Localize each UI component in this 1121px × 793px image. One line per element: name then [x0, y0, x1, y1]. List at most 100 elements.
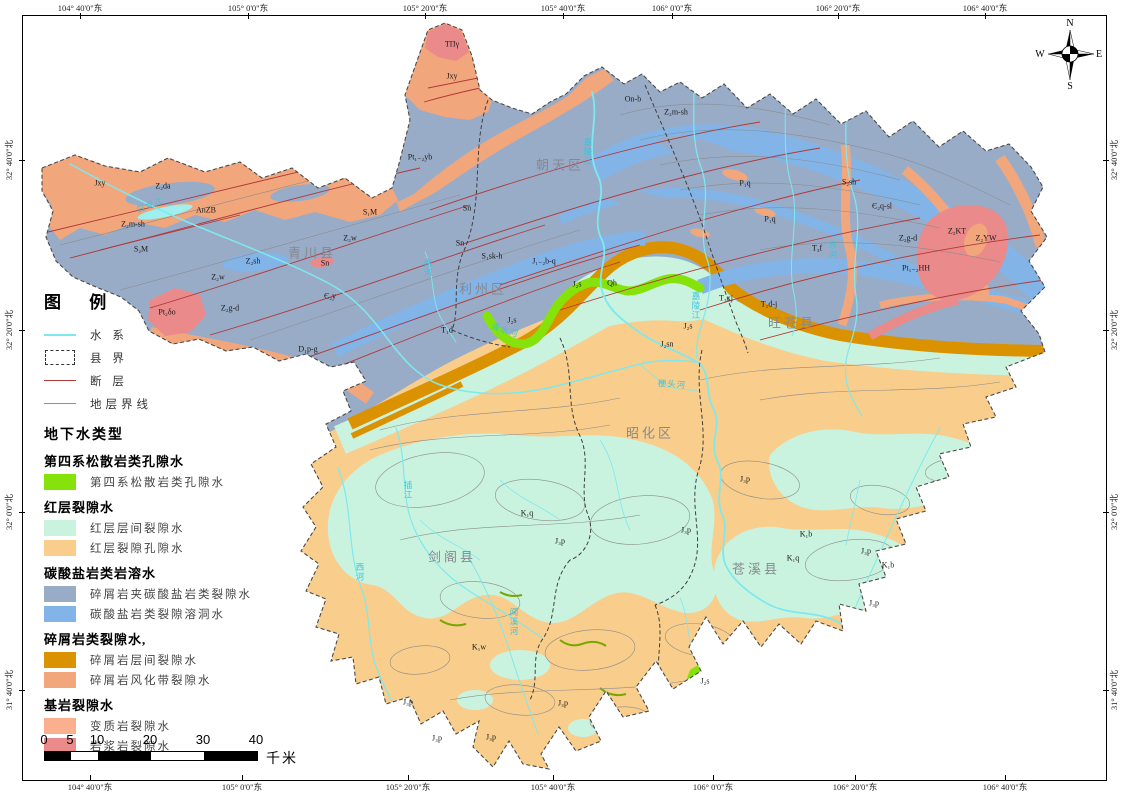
groundwater-group-heading: 基岩裂隙水 — [44, 698, 115, 713]
groundwater-item-label: 碳酸盐岩类裂隙溶洞水 — [90, 609, 225, 621]
legend-item-boundary: 县 界 — [44, 346, 324, 369]
scale-number: 30 — [195, 732, 211, 747]
map-frame — [22, 15, 1107, 781]
tick-right — [1103, 690, 1109, 691]
coord-top: 106° 0'0"东 — [651, 3, 693, 13]
color-swatch — [44, 652, 76, 668]
scale-bar-unit: 千米 — [266, 752, 298, 767]
coord-top: 105° 40'0"东 — [540, 3, 586, 13]
tick-left — [19, 160, 25, 161]
coord-bottom: 105° 0'0"东 — [221, 782, 263, 792]
groundwater-item: 碎屑岩风化带裂隙水 — [44, 672, 324, 688]
tick-bottom — [553, 775, 554, 781]
legend-panel: 图 例 水 系县 界断 层地层界线 地下水类型 第四系松散岩类孔隙水 第四系松散岩… — [44, 288, 324, 758]
tick-left — [19, 690, 25, 691]
scale-number: 40 — [248, 732, 264, 747]
legend-item-river: 水 系 — [44, 323, 324, 346]
coord-top: 106° 20'0"东 — [815, 3, 861, 13]
legend-item-label: 水 系 — [90, 329, 128, 342]
legend-item-label: 县 界 — [90, 352, 128, 365]
tick-right — [1103, 512, 1109, 513]
scale-segment — [204, 752, 257, 760]
coord-right: 32° 40'0"北 — [1109, 139, 1119, 181]
groundwater-item: 碎屑岩层间裂隙水 — [44, 652, 324, 668]
tick-bottom — [242, 775, 243, 781]
tick-top — [985, 13, 986, 19]
line-swatch — [44, 333, 76, 336]
groundwater-item: 红层裂隙孔隙水 — [44, 540, 324, 556]
coord-bottom: 106° 20'0"东 — [832, 782, 878, 792]
tick-bottom — [713, 775, 714, 781]
color-swatch — [44, 672, 76, 688]
coord-right: 31° 40'0"北 — [1109, 669, 1119, 711]
scale-bar-segments — [44, 751, 258, 761]
scale-number: 10 — [89, 732, 105, 747]
line-swatch — [44, 402, 76, 405]
color-swatch — [44, 540, 76, 556]
color-swatch — [44, 586, 76, 602]
tick-top — [425, 13, 426, 19]
groundwater-item-label: 碎屑岩风化带裂隙水 — [90, 675, 212, 687]
fault-symbol — [44, 379, 76, 382]
tick-right — [1103, 160, 1109, 161]
groundwater-group-heading: 红层裂隙水 — [44, 500, 115, 515]
coord-left: 32° 20'0"北 — [4, 309, 14, 351]
groundwater-type-title: 地下水类型 — [44, 428, 124, 443]
line-swatch — [44, 379, 76, 382]
coord-bottom: 104° 40'0"东 — [67, 782, 113, 792]
tick-top — [838, 13, 839, 19]
groundwater-item-label: 碎屑岩层间裂隙水 — [90, 655, 198, 667]
color-swatch — [44, 718, 76, 734]
legend-title: 图 例 — [44, 293, 119, 312]
coord-bottom: 105° 40'0"东 — [530, 782, 576, 792]
groundwater-item-label: 岩浆岩裂隙水 — [90, 741, 171, 753]
groundwater-item-label: 红层层间裂隙水 — [90, 523, 185, 535]
groundwater-item-label: 碎屑岩夹碳酸盐岩类裂隙水 — [90, 589, 252, 601]
groundwater-item: 变质岩裂隙水 — [44, 718, 324, 734]
groundwater-item-label: 第四系松散岩类孔隙水 — [90, 477, 225, 489]
groundwater-group-heading: 碳酸盐岩类岩溶水 — [44, 566, 157, 581]
scale-segment — [45, 752, 71, 760]
groundwater-groups: 第四系松散岩类孔隙水 第四系松散岩类孔隙水 红层裂隙水 红层层间裂隙水 红层裂隙孔隙水碳… — [44, 451, 324, 754]
tick-top — [672, 13, 673, 19]
legend-item-label: 地层界线 — [90, 398, 152, 411]
coord-bottom: 105° 20'0"东 — [385, 782, 431, 792]
river-symbol — [44, 333, 76, 336]
legend-item-fault: 断 层 — [44, 369, 324, 392]
scale-number: 5 — [66, 732, 74, 747]
coord-left: 32° 0'0"北 — [4, 493, 14, 531]
groundwater-item: 红层层间裂隙水 — [44, 520, 324, 536]
tick-bottom — [408, 775, 409, 781]
legend-item-label: 断 层 — [90, 375, 128, 388]
legend-line-items: 水 系县 界断 层地层界线 — [44, 323, 324, 415]
scale-number: 20 — [142, 732, 158, 747]
groundwater-group-heading: 碎屑岩类裂隙水, — [44, 632, 147, 647]
tick-left — [19, 330, 25, 331]
groundwater-item: 碎屑岩夹碳酸盐岩类裂隙水 — [44, 586, 324, 602]
color-swatch — [44, 474, 76, 490]
scale-number: 0 — [40, 732, 48, 747]
tick-bottom — [855, 775, 856, 781]
coord-top: 106° 40'0"东 — [962, 3, 1008, 13]
coord-right: 32° 20'0"北 — [1109, 309, 1119, 351]
groundwater-group-heading: 第四系松散岩类孔隙水 — [44, 454, 185, 469]
coord-right: 32° 0'0"北 — [1109, 493, 1119, 531]
groundwater-item: 第四系松散岩类孔隙水 — [44, 474, 324, 490]
groundwater-item-label: 红层裂隙孔隙水 — [90, 543, 185, 555]
groundwater-item: 碳酸盐岩类裂隙溶洞水 — [44, 606, 324, 622]
compass-rose: N S E W — [1035, 18, 1102, 92]
color-swatch — [44, 520, 76, 536]
scale-segment — [98, 752, 151, 760]
coord-bottom: 106° 40'0"东 — [982, 782, 1028, 792]
study-area-boundary — [41, 22, 1048, 770]
tick-top — [80, 13, 81, 19]
coord-left: 32° 40'0"北 — [4, 139, 14, 181]
scale-bar: 0 5 10 20 30 40 千米 — [40, 732, 314, 772]
stratum-symbol — [44, 402, 76, 405]
compass-w-label: W — [1035, 49, 1045, 60]
boundary-symbol — [44, 350, 76, 365]
scale-segment — [71, 752, 98, 760]
color-swatch — [44, 606, 76, 622]
compass-star — [1047, 29, 1095, 81]
